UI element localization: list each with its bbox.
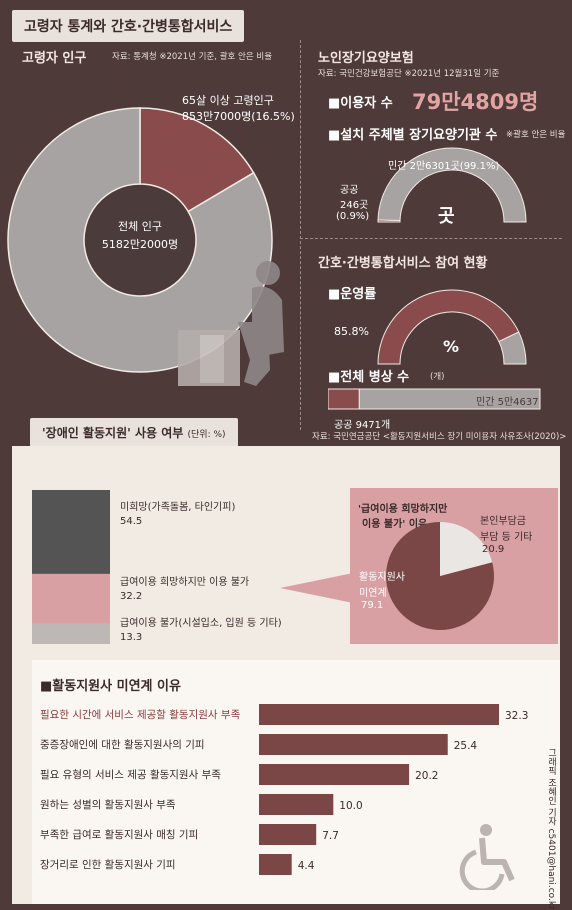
- elderly-callout-1: 65살 이상 고령인구: [182, 94, 274, 107]
- disability-item-2-value: 32.2: [120, 591, 143, 602]
- integrated-beds-label: ■전체 병상 수: [328, 370, 410, 385]
- vertical-divider: [300, 40, 301, 430]
- wheelchair-icon: [459, 824, 515, 890]
- beds-bar-chart: [328, 388, 541, 410]
- reason-value: 25.4: [454, 740, 478, 752]
- horizontal-divider: [300, 238, 562, 239]
- pie-a-label-1: 활동지원사: [359, 572, 405, 583]
- disability-item-3-label: 급여이용 불가(시설입소, 입원 등 기타): [120, 618, 282, 629]
- integrated-beds-unit: (개): [430, 372, 445, 382]
- ltc-source: 자료: 국민건강보험공단 ※2021년 12월31일 기준: [318, 69, 500, 79]
- elderly-title: 고령자 인구: [22, 51, 87, 66]
- integrated-title: 간호·간병통합서비스 참여 현황: [318, 256, 488, 271]
- donut-center: [86, 186, 194, 294]
- elderly-donut-chart: [7, 107, 284, 386]
- gauge-slice-private: [377, 147, 527, 223]
- beds-bar-public: [328, 388, 360, 410]
- pie-b-label-1: 본인부담금: [480, 516, 526, 527]
- elderly-center-label-1: 전체 인구: [118, 220, 162, 233]
- donut-slice-elderly: [139, 107, 255, 213]
- reason-label: 원하는 성별의 활동지원사 부족: [40, 798, 176, 811]
- stacked-seg-wish-unavailable: [32, 573, 110, 624]
- subpanel-title-1: '급여이용 희망하지만: [358, 504, 448, 515]
- reasons-title: ■활동지원사 미연계 이유: [40, 679, 181, 694]
- elderly-callout-2: 853만7000명(16.5%): [182, 110, 295, 123]
- ltc-public-label-2: 246곳: [340, 200, 369, 211]
- stacked-seg-no-wish: [32, 490, 110, 574]
- disability-item-1-label: 미희망(가족돌봄, 타인기피): [120, 502, 236, 513]
- pie-a-value: 79.1: [361, 600, 384, 611]
- integrated-private-beds: 민간 5만4637: [476, 397, 539, 408]
- reason-bar: [259, 824, 317, 845]
- credit: 그래픽 조혜인 기자 c5401@hani.co.kr: [546, 748, 556, 910]
- elderly-source: 자료: 통계청 ※2021년 기준, 괄호 안은 비율: [112, 52, 273, 62]
- header-title: 고령자 통계와 간호·간병통합서비스: [12, 10, 245, 42]
- reason-label: 부족한 급여로 활동지원사 매칭 기피: [40, 828, 198, 841]
- reason-label: 장거리로 인한 활동지원사 기피: [40, 858, 176, 871]
- pie-b-value: 20.9: [482, 544, 505, 555]
- pie-a-label-2: 미연계: [359, 588, 387, 599]
- reason-bar: [259, 764, 410, 785]
- ltc-public-label-3: (0.9%): [336, 211, 370, 222]
- elderly-center-label-2: 5182만2000명: [101, 238, 179, 251]
- ltc-unit: 곳: [438, 206, 455, 227]
- ltc-gauge-chart: [377, 147, 527, 223]
- reason-bar: [259, 854, 292, 875]
- disability-stacked-bar: [32, 490, 110, 644]
- beds-bar-private: [358, 388, 541, 410]
- reason-bar: [259, 704, 499, 725]
- reason-pie-chart: [386, 522, 494, 630]
- reason-bar: [259, 794, 334, 815]
- disability-title: '장애인 활동지원' 사용 여부: [42, 426, 184, 440]
- gauge-slice-not-operating: [498, 331, 527, 365]
- reason-label: 중증장애인에 대한 활동지원사의 기피: [40, 738, 205, 751]
- reason-label: 필요 유형의 서비스 제공 활동지원사 부족: [40, 768, 221, 781]
- ltc-title: 노인장기요양보험: [318, 51, 414, 66]
- integrated-rate-label: ■운영률: [328, 287, 377, 302]
- reason-value: 4.4: [298, 860, 315, 872]
- reason-value: 10.0: [339, 800, 362, 812]
- reason-value: 32.3: [505, 710, 528, 722]
- reasons-bar-chart: 필요한 시간에 서비스 제공할 활동지원사 부족 32.3 중증장애인에 대한 활동…: [40, 704, 528, 875]
- disability-item-3-value: 13.3: [120, 632, 143, 643]
- elderly-person-icon: [178, 261, 284, 386]
- disability-title-unit: (단위: %): [187, 430, 226, 440]
- disability-item-1-value: 54.5: [120, 516, 143, 527]
- reason-value: 20.2: [415, 770, 438, 782]
- integrated-unit: %: [443, 337, 460, 356]
- ltc-facility-label: ■설치 주체별 장기요양기관 수: [328, 128, 498, 143]
- integrated-gauge-chart: [377, 289, 527, 365]
- reason-label: 필요한 시간에 서비스 제공할 활동지원사 부족: [40, 708, 241, 721]
- ltc-users-value: 79만4809명: [412, 90, 539, 114]
- reason-value: 7.7: [322, 830, 339, 842]
- pie-slice-other: [440, 522, 493, 576]
- integrated-rate-value: 85.8%: [334, 325, 369, 338]
- disability-source: 자료: 국민연금공단 <활동지원서비스 장기 미이용자 사유조사(2020)>: [312, 432, 567, 442]
- disability-title-tab: '장애인 활동지원' 사용 여부 (단위: %): [30, 418, 238, 447]
- ltc-users-label: ■이용자 수: [328, 96, 393, 111]
- ltc-facility-note: ※괄호 안은 비율: [506, 130, 566, 140]
- ltc-private-label: 민간 2만6301곳(99.1%): [388, 161, 500, 172]
- integrated-public-beds: 공공 9471개: [334, 420, 391, 431]
- ltc-public-label-1: 공공: [340, 185, 359, 196]
- reason-bar: [259, 734, 448, 755]
- callout-connector: [280, 572, 358, 604]
- stacked-seg-ineligible: [32, 623, 110, 644]
- subpanel-title-2: 이용 불가' 이유: [362, 519, 428, 530]
- disability-item-2-label: 급여이용 희망하지만 이용 불가: [120, 577, 250, 588]
- pie-b-label-2: 부담 등 기타: [480, 532, 533, 543]
